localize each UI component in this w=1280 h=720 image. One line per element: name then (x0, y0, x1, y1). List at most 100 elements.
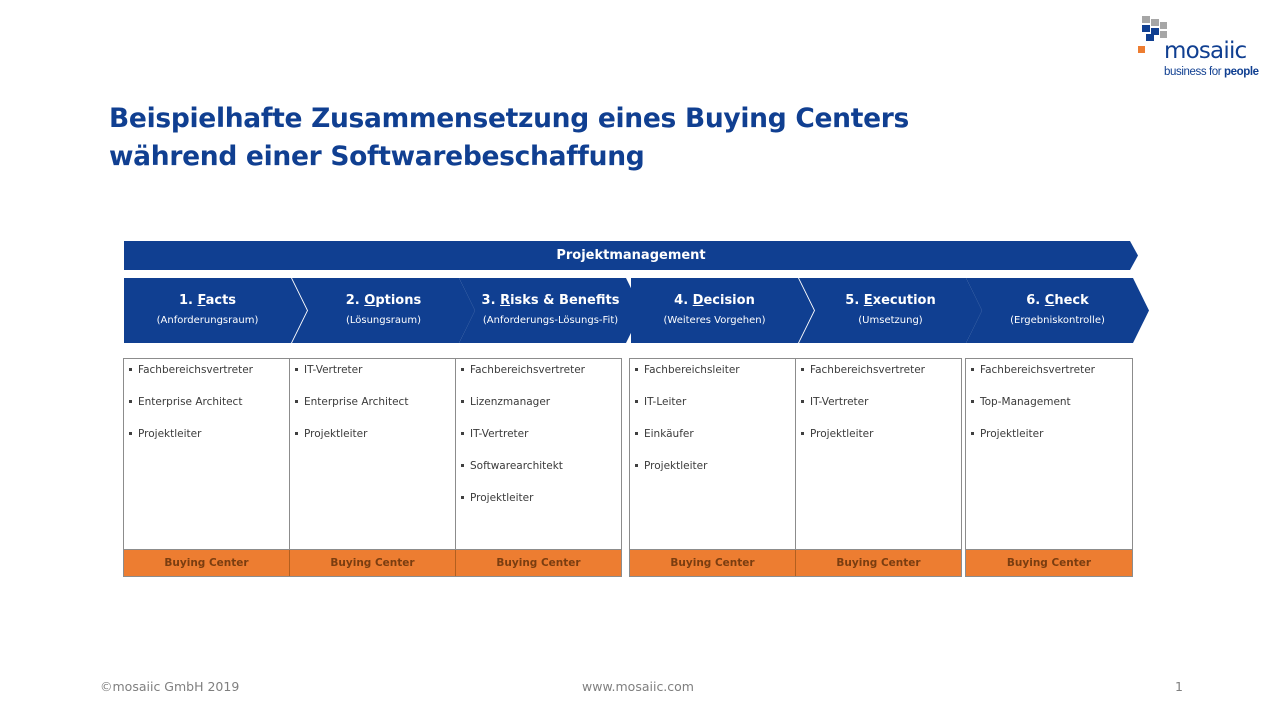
phase-subtitle: (Anforderungs-Lösungs-Fit) (482, 314, 619, 326)
chevron-polygon (799, 278, 982, 343)
role-item: Projektleiter (295, 427, 455, 459)
chevron-shape (124, 278, 307, 343)
role-column-4: Fachbereichsleiter IT-Leiter Einkäufer Proj… (630, 359, 796, 549)
bullet-icon (801, 400, 804, 403)
role-item: Fachbereichsvertreter (461, 363, 621, 395)
buying-center-label: Buying Center (1006, 557, 1092, 569)
phase-subtitle: (Lösungsraum) (345, 314, 422, 326)
bullet-icon (461, 464, 464, 467)
phase-key-letter: C (1044, 292, 1055, 308)
role-label: Fachbereichsvertreter (810, 364, 925, 376)
phase-key-letter: D (692, 292, 704, 308)
role-item: Softwarearchitekt (461, 459, 621, 491)
bullet-icon (635, 368, 638, 371)
role-item: Projektleiter (129, 427, 289, 459)
bullet-icon (295, 400, 298, 403)
phase-chevron-1: 1. Facts (Anforderungsraum) (124, 278, 307, 343)
phase-text: 2. Options (Lösungsraum) (308, 278, 459, 343)
role-item: IT-Vertreter (461, 427, 621, 459)
buying-center-label: Buying Center (630, 550, 796, 576)
project-management-label: Projektmanagement (556, 248, 706, 263)
role-label: Projektleiter (138, 428, 202, 440)
mosaiic-logo: mosaiic business for people (1138, 16, 1262, 82)
role-label: Softwarearchitekt (470, 460, 563, 472)
chevron-shape (292, 278, 475, 343)
bullet-icon (635, 400, 638, 403)
buying-center-row: Buying Center Buying Center (630, 549, 961, 576)
role-group-middle: Fachbereichsleiter IT-Leiter Einkäufer Proj… (629, 358, 962, 577)
bullet-icon (129, 368, 132, 371)
role-item: IT-Leiter (635, 395, 795, 427)
bullet-icon (635, 464, 638, 467)
phase-subtitle: (Ergebniskontrolle) (1010, 314, 1105, 326)
phase-subtitle: (Weiteres Vorgehen) (663, 314, 766, 326)
role-item: Fachbereichsvertreter (129, 363, 289, 395)
role-label: Lizenzmanager (470, 396, 551, 408)
phase-text: 1. Facts (Anforderungsraum) (124, 278, 291, 343)
role-item: Enterprise Architect (295, 395, 455, 427)
bullet-icon (295, 432, 298, 435)
logo-tagline-bold: people (1224, 66, 1259, 78)
role-label: Fachbereichsvertreter (470, 364, 585, 376)
role-label: Fachbereichsleiter (644, 364, 740, 376)
role-item: Einkäufer (635, 427, 795, 459)
logo-wordmark: mosaiic (1164, 38, 1247, 64)
buying-center-label: Buying Center (124, 550, 290, 576)
phase-subtitle: (Anforderungsraum) (156, 314, 259, 326)
phase-number: 2. (345, 292, 365, 308)
chevron-shape (459, 278, 642, 343)
bullet-icon (971, 432, 974, 435)
role-item: Fachbereichsvertreter (971, 363, 1132, 395)
chevron-polygon (292, 278, 475, 343)
chevron-polygon (124, 278, 307, 343)
bullet-icon (461, 368, 464, 371)
buying-center-label: Buying Center (496, 557, 581, 569)
phase-name-rest: isks & Benefits (510, 292, 620, 308)
role-column-5: Fachbereichsvertreter IT-Vertreter Projekt… (796, 359, 961, 549)
bullet-icon (461, 400, 464, 403)
role-label: Projektleiter (980, 428, 1044, 440)
footer-url[interactable]: www.mosaiic.com (582, 679, 694, 694)
bullet-icon (461, 496, 464, 499)
role-label: Projektleiter (644, 460, 708, 472)
role-label: Top-Management (980, 396, 1071, 408)
role-item: Enterprise Architect (129, 395, 289, 427)
phase-title: 2. Options (346, 292, 421, 310)
chevron-polygon (459, 278, 642, 343)
chevron-polygon (966, 278, 1149, 343)
phase-chevron-6: 6. Check (Ergebniskontrolle) (966, 278, 1149, 343)
mosaic-squares-icon (1138, 16, 1167, 53)
buying-center-row: Buying Center Buying Center Buying Center (124, 549, 621, 576)
role-column-1: Fachbereichsvertreter Enterprise Architec… (124, 359, 290, 549)
role-label: Fachbereichsvertreter (980, 364, 1095, 376)
role-item: Fachbereichsleiter (635, 363, 795, 395)
role-column-3: Fachbereichsvertreter Lizenzmanager IT-Ver… (456, 359, 621, 549)
role-item: Projektleiter (635, 459, 795, 491)
phase-number: 5. (845, 292, 864, 308)
bullet-icon (129, 400, 132, 403)
bullet-icon (971, 368, 974, 371)
role-column-6: Fachbereichsvertreter Top-Management Proje… (966, 359, 1132, 549)
phase-name-rest: acts (205, 292, 237, 308)
role-item: IT-Vertreter (295, 363, 455, 395)
phase-title: 1. Facts (179, 292, 236, 310)
logo-tagline-regular: business for (1164, 66, 1224, 78)
phase-text: 5. Execution (Umsetzung) (815, 278, 966, 343)
bullet-icon (971, 400, 974, 403)
phase-text: 4. Decision (Weiteres Vorgehen) (631, 278, 798, 343)
phase-name-rest: ecision (703, 292, 755, 308)
role-item: Fachbereichsvertreter (801, 363, 961, 395)
role-label: IT-Vertreter (304, 364, 363, 376)
role-item: Top-Management (971, 395, 1132, 427)
phase-text: 3. Risks & Benefits (Anforderungs-Lösungs… (475, 278, 626, 343)
phase-number: 1. (178, 292, 198, 308)
phase-name-rest: ptions (375, 292, 422, 308)
page-number: 1 (1175, 679, 1183, 694)
role-columns: Fachbereichsleiter IT-Leiter Einkäufer Proj… (630, 359, 961, 549)
title-line-1: Beispielhafte Zusammensetzung eines Buyi… (109, 103, 909, 134)
role-label: Projektleiter (810, 428, 874, 440)
phase-number: 4. (674, 292, 693, 308)
bullet-icon (801, 368, 804, 371)
project-management-bar: Projektmanagement (124, 241, 1138, 270)
role-label: IT-Leiter (644, 396, 687, 408)
